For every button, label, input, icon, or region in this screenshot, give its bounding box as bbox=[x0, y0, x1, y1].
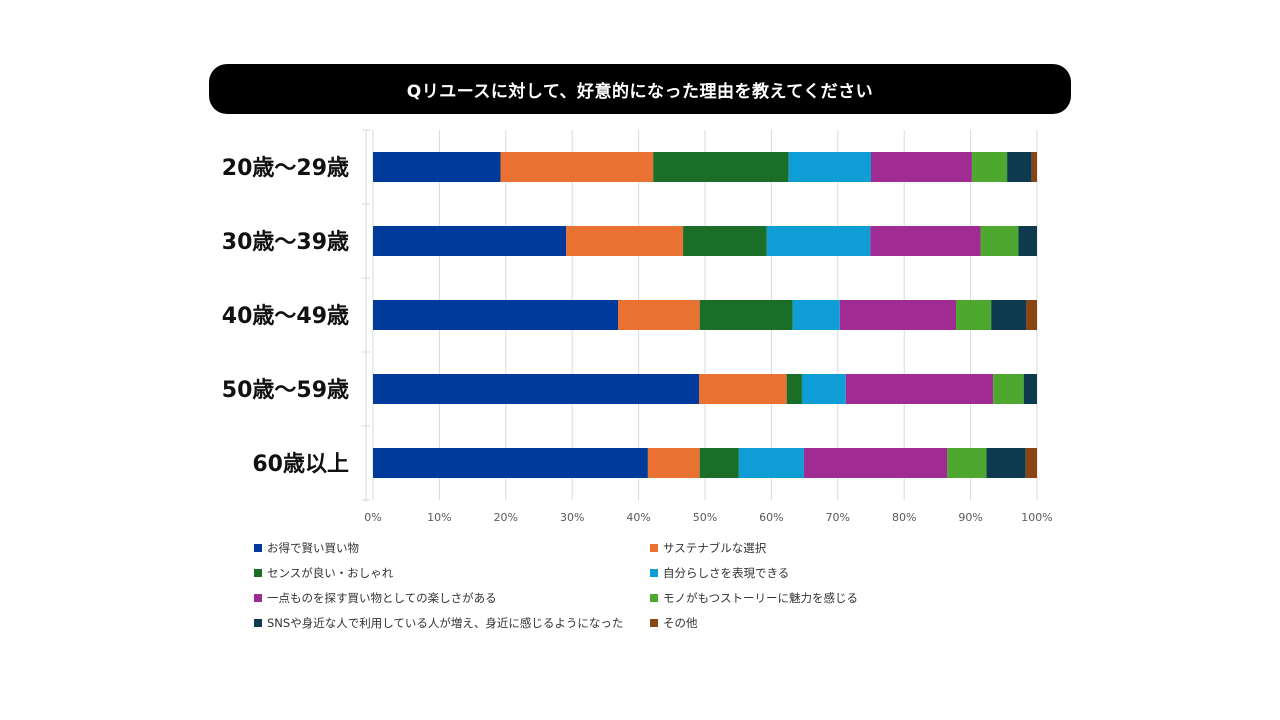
bar-segment bbox=[788, 152, 871, 182]
bar-segment bbox=[1007, 152, 1032, 182]
bar-segment bbox=[699, 448, 739, 478]
x-tick-label: 80% bbox=[892, 511, 916, 524]
bar-segment bbox=[373, 448, 648, 478]
bar-segment bbox=[738, 448, 804, 478]
bar-segment bbox=[1031, 152, 1037, 182]
legend-swatch bbox=[650, 569, 658, 577]
legend-swatch bbox=[650, 594, 658, 602]
category-label: 30歳〜39歳 bbox=[222, 230, 349, 255]
legend-item: モノがもつストーリーに魅力を感じる bbox=[650, 590, 858, 606]
bar-segment bbox=[986, 448, 1026, 478]
bar-segment bbox=[839, 300, 956, 330]
category-label: 50歳〜59歳 bbox=[222, 378, 349, 403]
bar-segment bbox=[373, 374, 700, 404]
bar-segment bbox=[500, 152, 654, 182]
legend-label: その他 bbox=[663, 616, 698, 630]
category-label: 40歳〜49歳 bbox=[222, 304, 349, 329]
x-tick-label: 70% bbox=[826, 511, 850, 524]
x-tick-label: 60% bbox=[759, 511, 783, 524]
bar-segment bbox=[803, 448, 948, 478]
legend-swatch bbox=[254, 594, 262, 602]
category-label: 60歳以上 bbox=[252, 452, 349, 477]
bar-segment bbox=[373, 152, 501, 182]
legend-label: 一点ものを探す買い物としての楽しさがある bbox=[267, 591, 497, 605]
x-tick-label: 50% bbox=[693, 511, 717, 524]
legend-item: センスが良い・おしゃれ bbox=[254, 565, 393, 581]
bar-segment bbox=[766, 226, 871, 256]
bar-segment bbox=[699, 300, 793, 330]
bar-segment bbox=[1018, 226, 1037, 256]
bar-segment bbox=[683, 226, 767, 256]
x-tick-label: 30% bbox=[560, 511, 584, 524]
legend-label: サステナブルな選択 bbox=[663, 541, 767, 555]
bar-segment bbox=[699, 374, 787, 404]
bar-segment bbox=[653, 152, 789, 182]
legend-item: SNSや身近な人で利用している人が増え、身近に感じるようになった bbox=[254, 615, 623, 631]
bar-segment bbox=[991, 300, 1027, 330]
bar-segment bbox=[845, 374, 994, 404]
legend-label: 自分らしさを表現できる bbox=[663, 566, 790, 580]
bar-segment bbox=[618, 300, 700, 330]
chart-title: Qリユースに対して、好意的になった理由を教えてください bbox=[406, 81, 874, 102]
legend-item: 一点ものを探す買い物としての楽しさがある bbox=[254, 590, 497, 606]
x-tick-label: 10% bbox=[427, 511, 451, 524]
x-tick-label: 100% bbox=[1021, 511, 1052, 524]
legend-item: その他 bbox=[650, 615, 698, 631]
bar-segment bbox=[971, 152, 1008, 182]
bar-segment bbox=[955, 300, 992, 330]
bar-segment bbox=[947, 448, 987, 478]
legend-swatch bbox=[254, 619, 262, 627]
legend-swatch bbox=[650, 619, 658, 627]
x-tick-label: 90% bbox=[958, 511, 982, 524]
bar-segment bbox=[1023, 374, 1037, 404]
bar-segment bbox=[993, 374, 1024, 404]
legend-label: SNSや身近な人で利用している人が増え、身近に感じるようになった bbox=[267, 616, 624, 630]
x-tick-label: 40% bbox=[626, 511, 650, 524]
bar-segment bbox=[792, 300, 840, 330]
legend-swatch bbox=[650, 544, 658, 552]
bar-segment bbox=[1025, 448, 1037, 478]
bar-segment bbox=[870, 226, 981, 256]
legend-swatch bbox=[254, 569, 262, 577]
legend-label: お得で賢い買い物 bbox=[267, 541, 359, 555]
legend-item: サステナブルな選択 bbox=[650, 540, 766, 556]
legend-label: センスが良い・おしゃれ bbox=[267, 566, 394, 580]
chart-title-bar: Qリユースに対して、好意的になった理由を教えてください bbox=[209, 64, 1071, 114]
bar-segment bbox=[871, 152, 972, 182]
bar-segment bbox=[786, 374, 802, 404]
category-label: 20歳〜29歳 bbox=[222, 156, 349, 181]
bar-segment bbox=[980, 226, 1019, 256]
legend-label: モノがもつストーリーに魅力を感じる bbox=[663, 591, 859, 605]
x-tick-label: 0% bbox=[364, 511, 381, 524]
bar-segment bbox=[566, 226, 684, 256]
legend-item: 自分らしさを表現できる bbox=[650, 565, 789, 581]
x-tick-label: 20% bbox=[494, 511, 518, 524]
legend-item: お得で賢い買い物 bbox=[254, 540, 359, 556]
bar-segment bbox=[647, 448, 700, 478]
bar-segment bbox=[373, 226, 567, 256]
bar-segment bbox=[1026, 300, 1037, 330]
legend-swatch bbox=[254, 544, 262, 552]
bar-segment bbox=[373, 300, 619, 330]
bar-segment bbox=[801, 374, 846, 404]
